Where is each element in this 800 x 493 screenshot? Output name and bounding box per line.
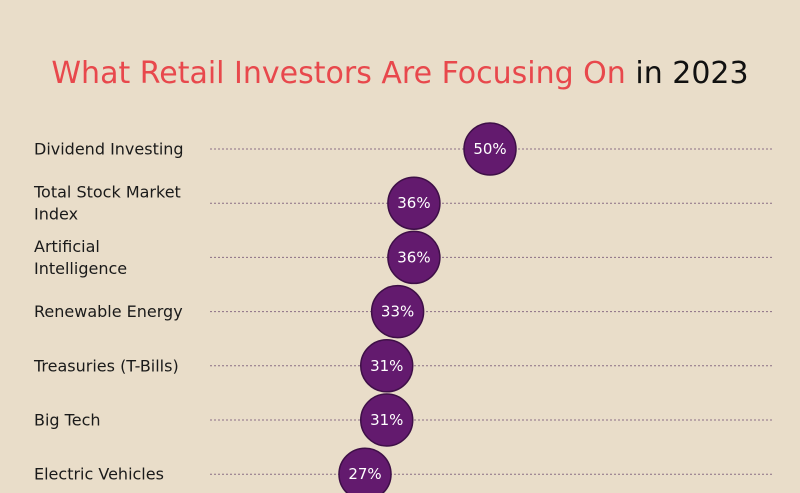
category-label: Big Tech: [34, 411, 101, 430]
category-label: Artificial: [34, 237, 100, 256]
guide-lines: [210, 148, 772, 475]
value-label: 36%: [397, 194, 430, 212]
value-dot: [463, 122, 517, 176]
category-label: Intelligence: [34, 259, 127, 278]
value-dots: 50% 36% 36% 33% 31% 31% 27%: [338, 122, 517, 493]
value-dot: [359, 339, 414, 393]
value-label: 27%: [348, 465, 381, 483]
category-label: Electric Vehicles: [34, 465, 164, 484]
chart-title: What Retail Investors Are Focusing On in…: [0, 52, 800, 96]
chart-title-accent: What Retail Investors Are Focusing On: [51, 56, 626, 91]
value-label: 31%: [370, 411, 403, 429]
value-label: 50%: [473, 140, 506, 158]
category-label: Treasuries (T-Bills): [33, 356, 179, 375]
value-dot: [338, 447, 392, 493]
value-dot: [387, 176, 441, 230]
category-label: Renewable Energy: [34, 302, 183, 321]
category-labels: Dividend Investing Total Stock Market Inde…: [33, 140, 184, 484]
category-label: Total Stock Market: [33, 183, 181, 202]
value-dot: [387, 230, 441, 285]
value-dot: [359, 393, 414, 447]
category-label: Index: [34, 205, 78, 224]
value-label: 36%: [397, 248, 430, 266]
value-dot: [370, 284, 425, 339]
value-label: 31%: [370, 357, 403, 375]
chart-title-tail: in 2023: [635, 56, 749, 91]
value-label: 33%: [381, 303, 414, 321]
category-label: Dividend Investing: [34, 140, 184, 159]
